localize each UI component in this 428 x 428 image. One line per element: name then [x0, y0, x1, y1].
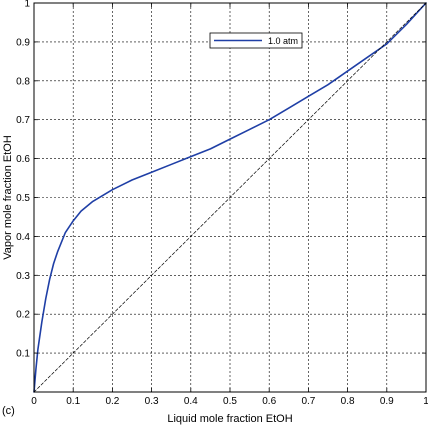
x-tick-label: 1 [423, 396, 428, 407]
y-tick-label: 0.8 [16, 76, 30, 87]
x-axis-label: Liquid mole fraction EtOH [167, 413, 292, 425]
y-tick-label: 0.3 [16, 271, 30, 282]
y-axis-label: Vapor mole fraction EtOH [2, 135, 14, 260]
x-tick-label: 0 [31, 396, 37, 407]
panel-label: (c) [2, 405, 15, 417]
grid [34, 3, 426, 392]
x-tick-label: 0.7 [301, 396, 315, 407]
series-layer [33, 2, 427, 393]
x-tick-label: 0.1 [66, 396, 80, 407]
x-tick-label: 0.6 [262, 396, 276, 407]
y-ticks: 0.1 0.2 0.3 0.4 0.5 0.6 0.7 0.8 0.9 1 [16, 0, 426, 360]
y-tick-label: 0.6 [16, 154, 30, 165]
x-tick-label: 0.8 [341, 396, 355, 407]
y-tick-label: 0.7 [16, 115, 30, 126]
y-tick-label: 1 [24, 0, 30, 10]
series-line-1-0-atm [33, 2, 427, 393]
legend-label-1-0-atm: 1.0 atm [268, 36, 298, 46]
diagonal-reference-line [33, 2, 427, 393]
y-tick-label: 0.4 [16, 232, 30, 243]
y-tick-label: 0.5 [16, 193, 30, 204]
x-tick-label: 0.4 [184, 396, 198, 407]
x-tick-label: 0.5 [223, 396, 237, 407]
x-ticks: 0 0.1 0.2 0.3 0.4 0.5 0.6 0.7 0.8 0.9 1 [31, 3, 428, 407]
x-tick-label: 0.9 [380, 396, 394, 407]
y-tick-label: 0.1 [16, 349, 30, 360]
x-tick-label: 0.2 [105, 396, 119, 407]
legend: 1.0 atm [209, 32, 303, 49]
y-tick-label: 0.9 [16, 37, 30, 48]
y-tick-label: 0.2 [16, 310, 30, 321]
x-tick-label: 0.3 [145, 396, 159, 407]
